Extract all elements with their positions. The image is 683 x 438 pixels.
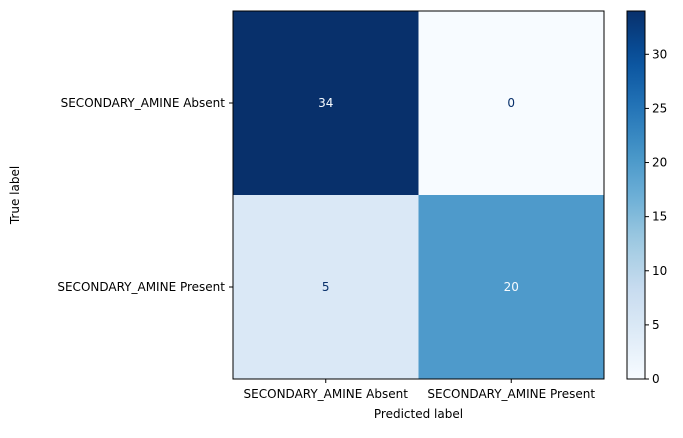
y-axis-label: True label [8,166,22,225]
heatmap-cell [418,195,605,380]
heatmap-cell [233,195,419,380]
cell-value-label: 34 [318,96,333,110]
y-tick-label: SECONDARY_AMINE Present [57,280,225,294]
x-axis-ticks: SECONDARY_AMINE Absent SECONDARY_AMINE Pr… [244,379,595,401]
y-axis-ticks: SECONDARY_AMINE Absent SECONDARY_AMINE Pr… [57,96,233,294]
colorbar-tick-label: 20 [652,156,667,170]
heatmap-cell [418,11,605,196]
x-axis-label: Predicted label [374,407,463,421]
heatmap-cell [233,11,419,196]
colorbar-tick-label: 10 [652,264,667,278]
axes-frame [232,10,605,380]
cell-value-labels: 34 0 5 20 [318,96,519,294]
colorbar-ticks: 0 5 10 15 20 25 30 [645,47,667,386]
colorbar [626,10,646,380]
y-tick-label: SECONDARY_AMINE Absent [61,96,226,110]
colorbar-tick-label: 25 [652,101,667,115]
colorbar-tick-label: 30 [652,47,667,61]
colorbar-tick-label: 0 [652,372,660,386]
colorbar-tick-label: 15 [652,210,667,224]
colorbar-tick-label: 5 [652,318,660,332]
cell-value-label: 5 [322,280,330,294]
cell-value-label: 0 [507,96,515,110]
cell-value-label: 20 [504,280,519,294]
x-tick-label: SECONDARY_AMINE Absent [244,387,409,401]
x-tick-label: SECONDARY_AMINE Present [427,387,595,401]
heatmap-cells [233,11,605,380]
